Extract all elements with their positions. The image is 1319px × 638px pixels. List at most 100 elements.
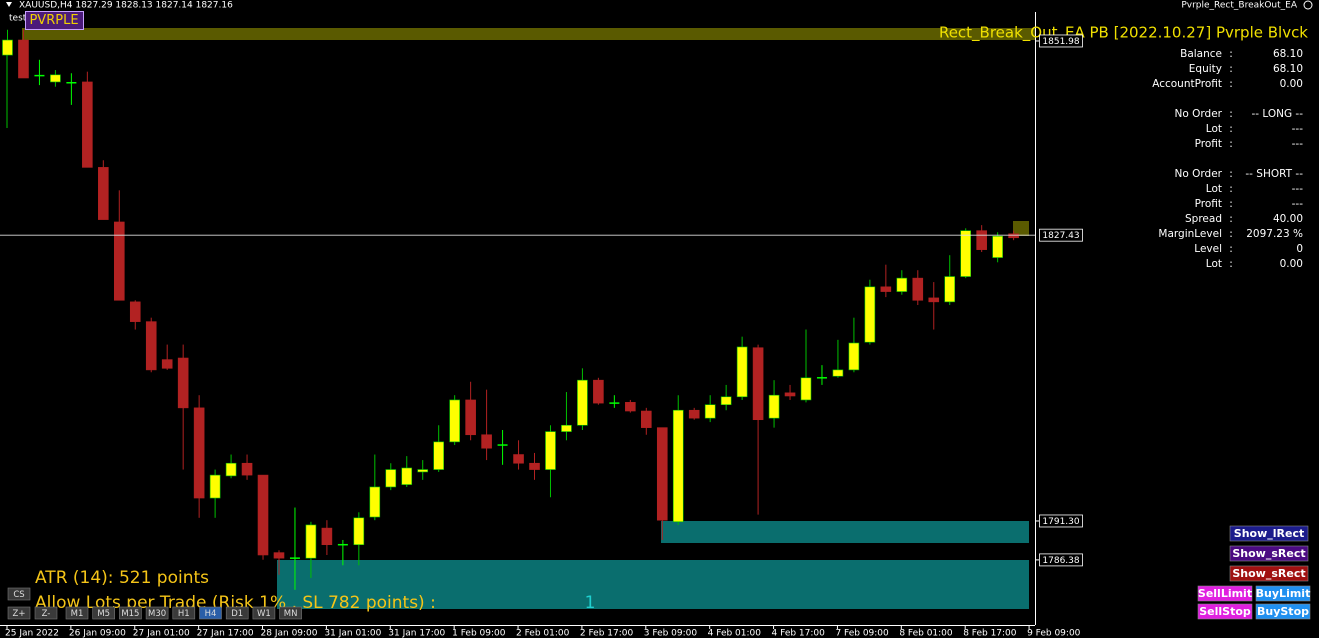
candle-body bbox=[433, 441, 444, 470]
panel-label: Spread bbox=[1185, 213, 1222, 225]
atr-text: ATR (14): 521 points bbox=[35, 568, 209, 588]
panel-label: Lot bbox=[1206, 123, 1222, 135]
button[interactable]: Show_sRect bbox=[1232, 547, 1305, 560]
candle-body bbox=[529, 462, 540, 470]
panel-label: No Order bbox=[1175, 108, 1223, 120]
ea-name: Pvrple_Rect_BreakOut_EA bbox=[1181, 1, 1298, 11]
toolbar-button-bg[interactable] bbox=[145, 606, 169, 620]
candle-body bbox=[18, 39, 29, 79]
candle-body bbox=[848, 342, 860, 371]
button-bg[interactable] bbox=[1255, 585, 1311, 602]
panel-value: 0.00 bbox=[1280, 78, 1303, 90]
candle-body bbox=[992, 235, 1003, 258]
x-tick-label: 2 Feb 01:00 bbox=[516, 629, 570, 638]
panel-value: --- bbox=[1292, 123, 1304, 135]
candle-body bbox=[561, 424, 572, 432]
price-label: 1851.98 bbox=[1042, 37, 1079, 47]
ea-icon bbox=[1303, 0, 1313, 10]
button-bg[interactable] bbox=[1197, 603, 1253, 620]
candle-body bbox=[784, 392, 796, 397]
price-label-box bbox=[1039, 514, 1083, 528]
candle-body bbox=[209, 474, 221, 499]
toolbar-button-bg[interactable] bbox=[34, 606, 58, 620]
x-tick-label: 28 Jan 09:00 bbox=[261, 629, 318, 638]
candle-body bbox=[305, 524, 317, 559]
candle-body bbox=[704, 404, 716, 419]
toolbar-button-bg[interactable] bbox=[199, 606, 222, 620]
menu-arrow bbox=[6, 2, 12, 7]
button[interactable]: Show_sRect bbox=[1232, 567, 1305, 580]
panel-value: 68.10 bbox=[1273, 63, 1303, 75]
price-label-box bbox=[1039, 228, 1083, 242]
toolbar-button-bg[interactable] bbox=[279, 606, 302, 620]
button-bg[interactable] bbox=[1255, 603, 1311, 620]
candle-body bbox=[625, 402, 636, 412]
panel-colon: : bbox=[1229, 108, 1233, 120]
toolbar-button-bg[interactable] bbox=[172, 606, 196, 620]
panel-colon: : bbox=[1229, 138, 1233, 150]
button-bg[interactable] bbox=[1229, 525, 1309, 542]
toolbar-button[interactable]: M1 bbox=[71, 609, 84, 619]
toolbar-button-bg[interactable] bbox=[7, 606, 31, 620]
toolbar-button[interactable]: MN bbox=[284, 609, 298, 619]
panel-colon: : bbox=[1229, 168, 1233, 180]
candle-body bbox=[752, 347, 764, 421]
candle-body bbox=[736, 346, 748, 398]
toolbar-button[interactable]: H4 bbox=[205, 609, 217, 619]
x-tick-label: 26 Jan 09:00 bbox=[69, 629, 126, 638]
candle-body bbox=[960, 230, 972, 277]
toolbar-button[interactable]: D1 bbox=[231, 609, 243, 619]
x-tick-label: 8 Feb 17:00 bbox=[963, 629, 1017, 638]
panel-label: Level bbox=[1194, 243, 1222, 255]
x-tick-label: 8 Feb 01:00 bbox=[899, 629, 953, 638]
panel-value: --- bbox=[1292, 138, 1304, 150]
candle-body bbox=[912, 277, 924, 301]
panel-colon: : bbox=[1229, 48, 1233, 60]
price-label: 1786.38 bbox=[1042, 556, 1079, 566]
toolbar-button[interactable]: Z- bbox=[42, 609, 51, 619]
button-bg[interactable] bbox=[1229, 565, 1309, 582]
button[interactable]: Show_lRect bbox=[1234, 527, 1304, 540]
x-tick-label: 9 Feb 09:00 bbox=[1027, 629, 1081, 638]
candle-body bbox=[864, 286, 876, 343]
candle-body bbox=[640, 410, 652, 428]
toolbar-button[interactable]: H1 bbox=[178, 609, 190, 619]
button[interactable]: BuyStop bbox=[1257, 605, 1309, 618]
lots-value: 1 bbox=[585, 593, 596, 613]
toolbar-button-bg[interactable] bbox=[65, 606, 89, 620]
button-bg[interactable] bbox=[1197, 585, 1253, 602]
button[interactable]: SellLimit bbox=[1198, 587, 1252, 600]
toolbar-button[interactable]: Z+ bbox=[13, 609, 26, 619]
candle-body bbox=[193, 407, 205, 499]
button[interactable]: BuyLimit bbox=[1256, 587, 1311, 600]
toolbar-button-bg[interactable] bbox=[119, 606, 142, 620]
candle-body bbox=[800, 377, 812, 401]
panel-value: -- LONG -- bbox=[1251, 108, 1303, 120]
candle-body bbox=[401, 467, 413, 485]
panel-title: Rect_Break_Out_EA PB [2022.10.27] Pvrple… bbox=[939, 24, 1308, 43]
panel-colon: : bbox=[1229, 243, 1233, 255]
toolbar-button-bg[interactable] bbox=[92, 606, 115, 620]
panel-value: --- bbox=[1292, 183, 1304, 195]
panel-colon: : bbox=[1229, 258, 1233, 270]
button[interactable]: SellStop bbox=[1199, 605, 1251, 618]
toolbar-button-bg[interactable] bbox=[252, 606, 276, 620]
range-rectangle bbox=[1013, 221, 1029, 236]
panel-label: Profit bbox=[1195, 138, 1222, 150]
candle-body bbox=[385, 469, 397, 488]
candle-body bbox=[832, 369, 844, 377]
toolbar-button-bg[interactable] bbox=[225, 606, 249, 620]
toolbar-button[interactable]: M15 bbox=[121, 609, 139, 619]
toolbar-button[interactable]: W1 bbox=[257, 609, 271, 619]
candle-body bbox=[545, 431, 556, 470]
x-tick-label: 1 Feb 09:00 bbox=[452, 629, 506, 638]
brand-box bbox=[25, 11, 84, 30]
toolbar-button[interactable]: M5 bbox=[97, 609, 110, 619]
candle-body bbox=[976, 230, 987, 250]
toolbar-button-bg[interactable] bbox=[7, 587, 31, 601]
toolbar-button[interactable]: M30 bbox=[148, 609, 166, 619]
candle-body bbox=[593, 379, 604, 404]
candle-body bbox=[417, 469, 429, 473]
toolbar-button[interactable]: CS bbox=[13, 590, 24, 600]
button-bg[interactable] bbox=[1229, 545, 1309, 562]
